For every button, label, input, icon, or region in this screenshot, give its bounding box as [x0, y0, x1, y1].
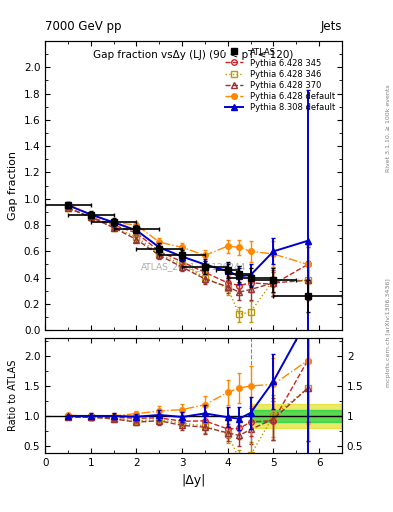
Y-axis label: Ratio to ATLAS: Ratio to ATLAS: [8, 360, 18, 431]
Text: Gap fraction vsΔy (LJ) (90 < pT < 120): Gap fraction vsΔy (LJ) (90 < pT < 120): [94, 50, 294, 59]
Text: 7000 GeV pp: 7000 GeV pp: [45, 20, 122, 33]
Text: Rivet 3.1.10, ≥ 100k events: Rivet 3.1.10, ≥ 100k events: [386, 84, 391, 172]
X-axis label: |Δy|: |Δy|: [181, 474, 206, 486]
Text: mcplots.cern.ch [arXiv:1306.3436]: mcplots.cern.ch [arXiv:1306.3436]: [386, 279, 391, 387]
Text: ATLAS_2011_S9126244: ATLAS_2011_S9126244: [141, 262, 246, 271]
Y-axis label: Gap fraction: Gap fraction: [8, 151, 18, 220]
Legend: ATLAS, Pythia 6.428 345, Pythia 6.428 346, Pythia 6.428 370, Pythia 6.428 defaul: ATLAS, Pythia 6.428 345, Pythia 6.428 34…: [222, 45, 338, 115]
Text: Jets: Jets: [320, 20, 342, 33]
